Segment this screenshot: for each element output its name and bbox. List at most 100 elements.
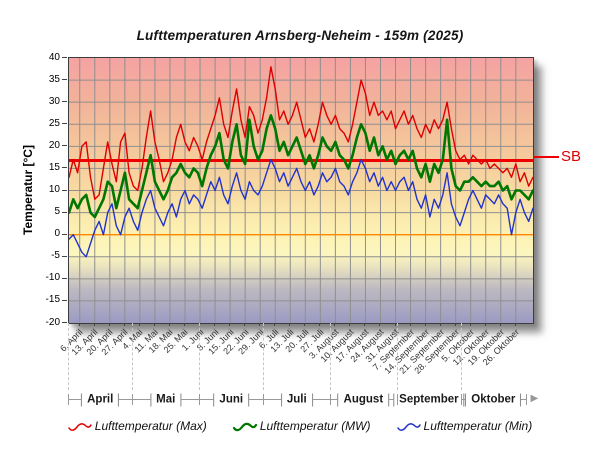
x-tick-mark <box>78 323 80 326</box>
y-tick-mark <box>62 79 67 81</box>
x-tick-mark <box>214 323 216 326</box>
x-tick-mark <box>184 323 185 326</box>
y-tick-label: 40 <box>48 51 60 63</box>
month-boundary-tick <box>461 394 463 405</box>
plot-area <box>68 57 534 324</box>
y-tick-label: 20 <box>48 139 60 151</box>
x-tick-mark <box>168 323 170 326</box>
x-tick-mark <box>514 323 516 326</box>
month-segment: April <box>68 388 133 412</box>
x-tick-mark <box>93 323 95 326</box>
y-tick-label: 5 <box>54 206 60 218</box>
y-tick-mark <box>62 145 67 147</box>
x-tick-mark <box>409 323 411 326</box>
x-tick-mark <box>244 323 246 326</box>
month-label: Juli <box>280 393 313 407</box>
month-boundary-tick <box>68 394 69 405</box>
month-boundary-dash <box>396 323 398 390</box>
month-boundary-tick <box>525 394 527 405</box>
y-tick-label: -5 <box>51 250 60 262</box>
x-tick-mark <box>394 323 396 326</box>
x-tick-mark <box>259 323 261 326</box>
y-tick-mark <box>62 233 67 235</box>
x-tick-mark <box>364 323 366 326</box>
x-tick-mark <box>454 323 456 326</box>
month-boundary-dash <box>461 323 463 390</box>
plot-canvas <box>69 58 533 323</box>
month-segment: Juli <box>263 388 331 412</box>
legend-wave-icon <box>68 422 92 431</box>
x-tick-mark <box>439 323 441 326</box>
x-tick-mark <box>319 323 321 326</box>
y-tick-mark <box>62 123 67 125</box>
series-line-mw <box>69 114 533 219</box>
month-segment: September <box>393 388 465 412</box>
month-boundary-dash <box>68 323 69 390</box>
y-tick-label: 10 <box>48 184 60 195</box>
x-tick-mark <box>289 323 291 326</box>
month-label: August <box>337 393 390 407</box>
legend-label: Lufttemperatur (Min) <box>423 419 533 433</box>
x-tick-mark <box>123 323 125 326</box>
timeline-forward-arrow-icon: ▶ <box>530 393 539 404</box>
month-boundary-dash <box>263 323 265 390</box>
x-tick-mark <box>274 323 276 326</box>
month-boundary-tick <box>263 394 265 405</box>
y-tick-mark <box>62 167 67 169</box>
legend-label: Lufttemperatur (Max) <box>94 419 207 433</box>
y-tick-mark <box>62 277 67 279</box>
x-tick-mark <box>424 323 426 326</box>
y-tick-mark <box>62 189 67 191</box>
legend-wave-icon <box>396 422 421 431</box>
y-tick-mark <box>62 101 67 103</box>
month-segment: Juni <box>199 388 264 412</box>
month-segment: Mai <box>132 388 200 412</box>
x-tick-mark <box>484 323 486 326</box>
y-tick-label: -20 <box>45 316 60 328</box>
sb-callout-line <box>533 156 559 158</box>
month-segment: Oktober <box>461 388 526 412</box>
page-title: Lufttemperaturen Arnsberg-Neheim - 159m … <box>136 28 464 43</box>
x-tick-mark <box>304 323 306 326</box>
legend-label: Lufttemperatur (MW) <box>259 419 371 433</box>
x-tick-mark <box>153 323 155 326</box>
y-tick-mark <box>62 322 67 323</box>
y-tick-label: -15 <box>45 294 60 306</box>
month-boundary-tick <box>396 394 398 405</box>
sb-label: SB <box>561 148 582 165</box>
y-tick-label: 0 <box>54 228 60 240</box>
y-tick-mark <box>62 211 67 213</box>
y-tick-label: 35 <box>48 73 60 85</box>
legend-item: Lufttemperatur (MW) <box>232 419 371 433</box>
month-boundary-tick <box>132 394 134 405</box>
series-line-min <box>69 158 533 258</box>
month-segment: August <box>330 388 397 412</box>
x-tick-mark <box>108 323 110 326</box>
legend: Lufttemperatur (Max) Lufttemperatur (MW) L… <box>0 419 600 433</box>
y-tick-label: -10 <box>45 272 60 284</box>
month-label: Mai <box>150 393 182 407</box>
month-boundary-dash <box>132 323 134 390</box>
month-label: September <box>393 393 465 407</box>
y-tick-mark <box>62 299 67 301</box>
month-boundary-tick <box>330 394 332 405</box>
series-line-max <box>69 66 533 201</box>
y-tick-label: 30 <box>48 95 60 107</box>
x-tick-mark <box>499 323 501 326</box>
month-label: April <box>81 393 120 407</box>
x-tick-mark <box>349 323 351 326</box>
x-tick-mark <box>334 323 336 326</box>
month-band: April Mai Juni Juli August September Oktober ▶ <box>68 388 548 412</box>
legend-item: Lufttemperatur (Min) <box>396 419 533 433</box>
x-tick-mark <box>138 323 140 326</box>
x-tick-mark <box>379 323 381 326</box>
x-tick-mark <box>229 323 231 326</box>
month-boundary-dash <box>199 323 201 390</box>
y-tick-mark <box>62 255 67 257</box>
month-boundary-tick <box>199 394 201 405</box>
x-tick-mark <box>469 323 471 326</box>
y-tick-mark <box>62 57 67 58</box>
month-boundary-dash <box>330 323 332 390</box>
y-tick-label: 15 <box>48 161 60 173</box>
